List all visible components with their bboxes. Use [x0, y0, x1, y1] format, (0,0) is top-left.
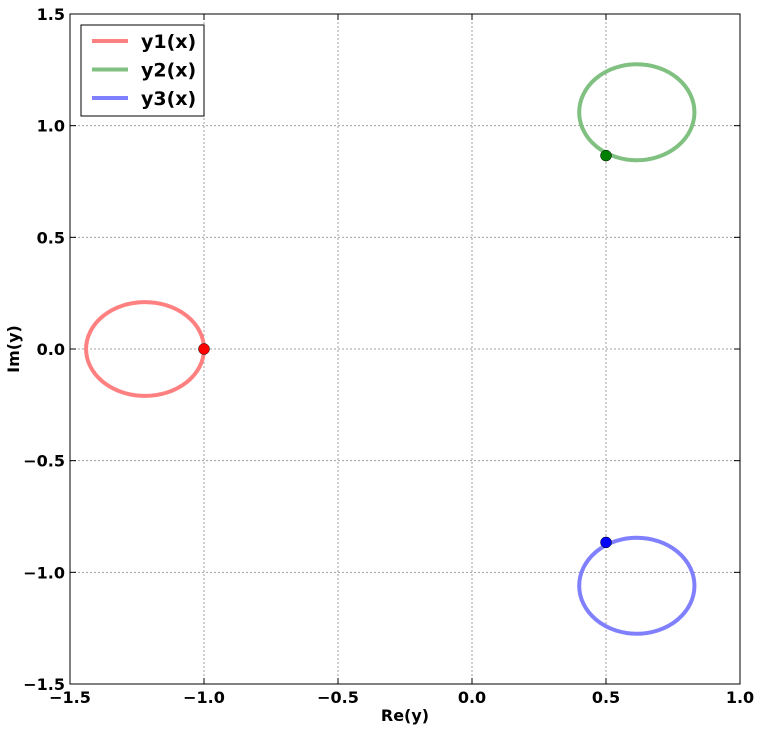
legend-label: y3(x) — [141, 88, 196, 110]
ticks: −1.5 −1.0 −0.5 0.0 0.5 1.0 −1.5 −1.0 −0.5 0.0 0.5 1… — [23, 5, 754, 707]
x-tick-label: −1.5 — [49, 688, 91, 707]
x-tick-label: 0.0 — [458, 688, 486, 707]
series-3-curve — [577, 535, 697, 636]
y-tick-label: 0.5 — [37, 228, 65, 247]
y-tick-label: −1.5 — [23, 675, 65, 694]
series-2-marker — [600, 149, 612, 162]
x-tick-label: −0.5 — [317, 688, 359, 707]
legend-label: y2(x) — [141, 60, 196, 82]
x-tick-label: 1.0 — [726, 688, 754, 707]
y-tick-label: −1.0 — [23, 563, 65, 582]
x-tick-label: 0.5 — [592, 688, 620, 707]
x-tick-label: −1.0 — [183, 688, 225, 707]
series-2-curve — [577, 62, 697, 163]
y-tick-label: 1.0 — [37, 117, 65, 136]
y-tick-label: 1.5 — [37, 5, 65, 24]
x-axis-label: Re(y) — [381, 706, 429, 725]
legend: y1(x) y2(x) y3(x) — [80, 24, 205, 117]
series-group — [84, 62, 697, 636]
series-1-marker — [198, 343, 210, 355]
legend-label: y1(x) — [141, 31, 196, 53]
y-tick-label: −0.5 — [23, 452, 65, 471]
y-axis-label: Im(y) — [4, 325, 23, 373]
series-3-marker — [600, 536, 612, 549]
y-tick-label: 0.0 — [37, 340, 65, 359]
